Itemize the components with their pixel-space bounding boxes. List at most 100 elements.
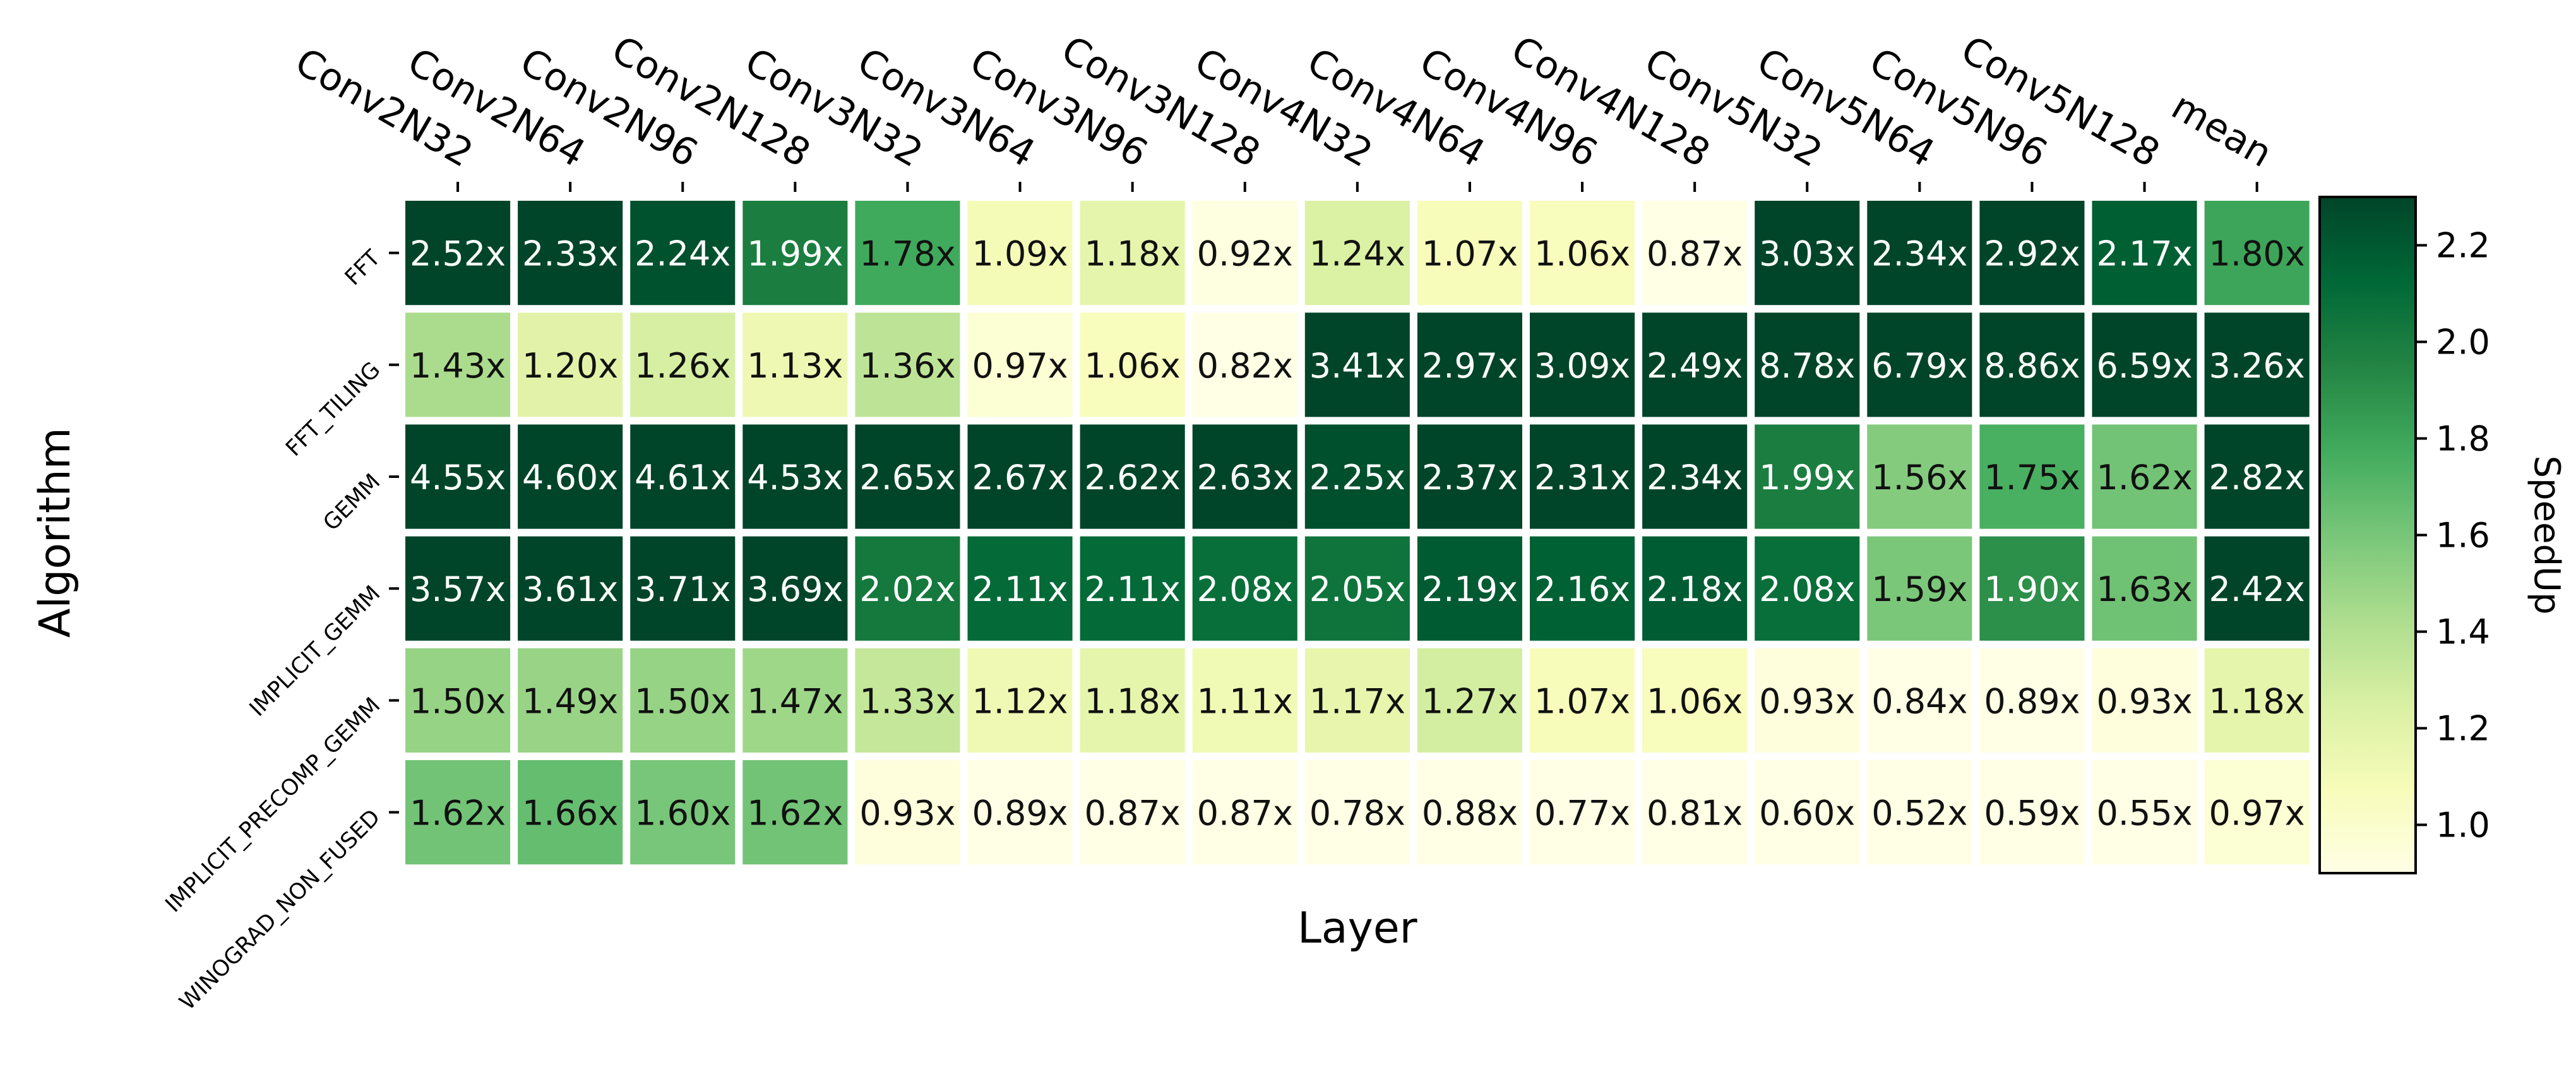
y-tick-label: FFT [340, 245, 386, 290]
heatmap-cell [1642, 424, 1748, 529]
heatmap-cell [2204, 201, 2310, 306]
heatmap-cell [1080, 760, 1185, 865]
cell-value-label: 8.86x [1984, 346, 2080, 386]
heatmap-cell [1304, 201, 1410, 306]
cell-value-label: 2.31x [1534, 458, 1630, 497]
heatmap-cell [1417, 648, 1522, 753]
cell-value-label: 1.06x [1085, 346, 1181, 386]
heatmap-cell [742, 536, 848, 641]
heatmap-cell [1304, 424, 1410, 529]
cell-value-label: 1.18x [1085, 681, 1181, 721]
colorbar-tick-label: 1.8 [2436, 419, 2490, 459]
heatmap-cell [630, 201, 736, 306]
cell-value-label: 1.17x [1309, 681, 1405, 721]
cell-value-label: 1.07x [1534, 681, 1630, 721]
heatmap-cell [1304, 648, 1410, 753]
heatmap-cell [1530, 201, 1635, 306]
heatmap-cell [1417, 313, 1522, 417]
cell-value-label: 2.34x [1647, 458, 1743, 497]
heatmap-cell [2092, 760, 2197, 865]
heatmap-cell [518, 760, 623, 865]
cell-value-label: 2.02x [859, 569, 955, 609]
cell-value-label: 2.17x [2096, 234, 2192, 274]
cell-value-label: 0.93x [2096, 681, 2192, 721]
heatmap-cell [1304, 313, 1410, 417]
cell-value-label: 2.65x [859, 458, 955, 497]
heatmap-cell [2204, 536, 2310, 641]
heatmap-cell [1192, 424, 1297, 529]
heatmap-cell [518, 313, 623, 417]
heatmap-cell [1304, 536, 1410, 641]
cell-value-label: 0.92x [1197, 234, 1293, 274]
heatmap-cell [1642, 648, 1748, 753]
heatmap-cell [1192, 760, 1297, 865]
heatmap-cell [1530, 313, 1635, 417]
cell-value-label: 0.97x [972, 346, 1068, 386]
heatmap-cell [855, 648, 960, 753]
heatmap-cell [1530, 424, 1635, 529]
heatmap-cell [1417, 201, 1522, 306]
cell-value-label: 0.89x [972, 794, 1068, 833]
cell-value-label: 3.71x [635, 569, 730, 609]
cell-value-label: 6.59x [2096, 346, 2192, 386]
heatmap-cell [1417, 536, 1522, 641]
cell-value-label: 2.63x [1197, 458, 1293, 497]
y-axis-label: Algorithm [30, 427, 80, 638]
cell-value-label: 8.78x [1759, 346, 1855, 386]
heatmap-cell [1867, 313, 1972, 417]
cell-value-label: 1.06x [1534, 234, 1630, 274]
colorbar-tick-label: 1.0 [2436, 806, 2490, 845]
cell-value-label: 2.42x [2209, 569, 2305, 609]
cell-value-label: 2.16x [1534, 569, 1630, 609]
cell-value-label: 6.79x [1871, 346, 1967, 386]
cell-value-label: 1.24x [1309, 234, 1405, 274]
cell-value-label: 2.82x [2209, 458, 2305, 497]
colorbar [2318, 196, 2417, 874]
heatmap-cell [1755, 648, 1860, 753]
heatmap-cell [405, 313, 511, 417]
cell-value-label: 1.06x [1647, 681, 1743, 721]
heatmap-cell [1192, 313, 1297, 417]
heatmap-cell [855, 760, 960, 865]
cell-value-label: 1.99x [1759, 458, 1855, 497]
cell-value-label: 4.61x [635, 458, 730, 497]
cell-value-label: 1.62x [747, 794, 843, 833]
cell-value-label: 1.66x [522, 794, 618, 833]
heatmap-cell [855, 424, 960, 529]
heatmap-cell [405, 760, 511, 865]
heatmap-cell [742, 760, 848, 865]
heatmap-cell [518, 201, 623, 306]
heatmap-cell [1867, 648, 1972, 753]
heatmap-cell [630, 536, 736, 641]
cell-value-label: 1.47x [747, 681, 843, 721]
heatmap-cell [1304, 760, 1410, 865]
cell-value-label: 0.88x [1422, 794, 1518, 833]
cell-value-label: 1.09x [972, 234, 1068, 274]
y-tick-label: IMPLICIT_PRECOMP_GEMM [161, 693, 386, 917]
cell-value-label: 0.55x [2096, 794, 2192, 833]
cell-value-label: 4.55x [410, 458, 506, 497]
x-axis-label: Layer [1297, 903, 1417, 953]
heatmap-cell [1867, 536, 1972, 641]
cell-value-label: 1.20x [522, 346, 618, 386]
cell-value-label: 1.59x [1871, 569, 1967, 609]
colorbar-tick-label: 1.6 [2436, 516, 2490, 556]
colorbar-label: SpeedUp [2526, 455, 2567, 614]
cell-value-label: 2.97x [1422, 346, 1518, 386]
cell-value-label: 1.99x [747, 234, 843, 274]
cell-value-label: 2.62x [1085, 458, 1181, 497]
cell-value-label: 0.59x [1984, 794, 2080, 833]
heatmap-cell [2092, 424, 2197, 529]
heatmap-cell [1755, 760, 1860, 865]
cell-value-label: 0.60x [1759, 794, 1855, 833]
colorbar-tick-label: 2.2 [2436, 226, 2490, 266]
heatmap-cell [1979, 313, 2085, 417]
heatmap-cell [1867, 424, 1972, 529]
heatmap-cell [967, 760, 1073, 865]
heatmap-cell [1530, 760, 1635, 865]
heatmap-cell [967, 201, 1073, 306]
heatmap-cell [2092, 313, 2197, 417]
cell-value-label: 2.25x [1309, 458, 1405, 497]
heatmap-cell [1417, 424, 1522, 529]
heatmap-cell [1979, 536, 2085, 641]
